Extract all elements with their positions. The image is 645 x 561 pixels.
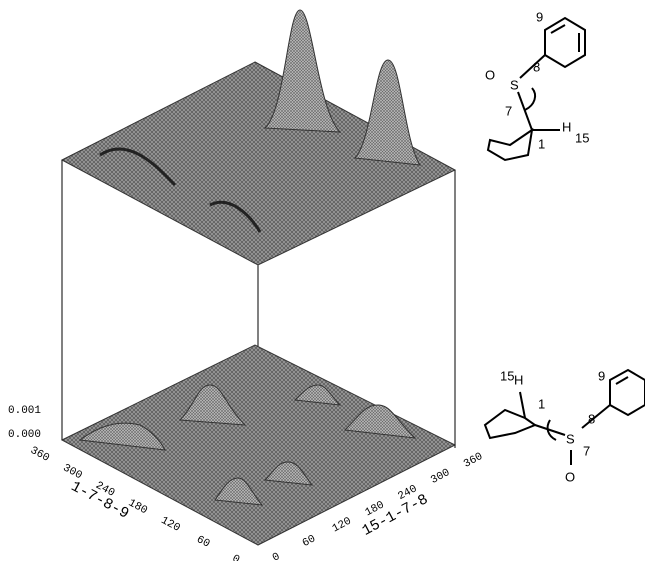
left-tick-label: 120 [159,515,182,535]
left-tick-label: 0 [230,553,241,561]
figure: 0.0010.0003603002401801206001-7-8-906012… [0,0,645,561]
molecule-2 [485,370,645,465]
atom-label: 8 [533,59,540,74]
right-tick-label: 60 [301,533,318,550]
top-surface [62,10,455,265]
right-tick-label: 0 [271,551,282,561]
atom-label: 15 [575,130,589,145]
left-tick-label: 300 [61,462,84,482]
z-tick-label: 0.001 [8,405,41,417]
right-tick-label: 300 [429,467,452,487]
z-tick-label: 0.000 [8,429,41,441]
atom-label: O [565,469,575,484]
atom-label: 8 [588,411,595,426]
atom-label: 9 [536,9,543,24]
atom-label: 7 [505,103,512,118]
right-tick-label: 360 [462,451,485,471]
atom-label: H [514,372,523,387]
atom-label: 1 [538,396,545,411]
atom-label: S [566,431,575,446]
left-tick-label: 60 [194,534,211,551]
molecule-1 [488,18,585,160]
atom-label: H [562,119,571,134]
atom-label: S [510,77,519,92]
atom-label: O [485,67,495,82]
atom-label: 7 [583,443,590,458]
atom-label: 9 [598,368,605,383]
right-tick-label: 120 [331,516,354,536]
atom-label: 1 [538,136,545,151]
left-tick-label: 360 [28,445,51,465]
atom-label: 15 [500,368,514,383]
